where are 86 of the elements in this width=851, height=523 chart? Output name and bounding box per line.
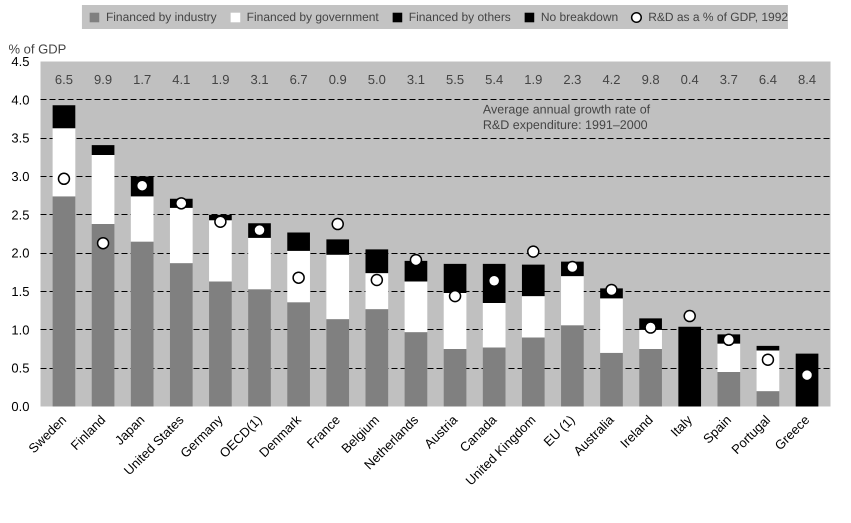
y-tick-label: 3.5 <box>11 130 30 146</box>
bar <box>92 145 114 156</box>
annotation: 6.7 <box>290 72 308 87</box>
bar <box>287 302 310 406</box>
legend-label: R&D as a % of GDP, 1992 <box>648 10 788 24</box>
annotation: 4.2 <box>602 72 621 87</box>
point <box>370 274 384 286</box>
bar <box>326 239 350 255</box>
point <box>410 254 422 266</box>
legend-label: Financed by industry <box>106 10 217 24</box>
y-tick-label: 3.0 <box>11 169 30 184</box>
bar <box>209 282 232 406</box>
bar <box>404 332 428 406</box>
y-tick-label: 1.5 <box>11 284 30 299</box>
bar <box>600 352 623 406</box>
bar <box>522 264 545 296</box>
point <box>96 236 110 250</box>
point <box>683 310 696 322</box>
annotation: 9.9 <box>94 72 112 87</box>
annotation: 6.4 <box>758 72 777 87</box>
y-tick-label: 0.0 <box>11 399 30 414</box>
bar <box>522 338 545 406</box>
bar <box>365 309 388 406</box>
bar <box>170 263 193 406</box>
bar <box>756 346 780 351</box>
annotation: 8.4 <box>798 72 816 87</box>
point <box>644 321 657 334</box>
annotation: 3.1 <box>250 72 269 87</box>
annotation: 0.9 <box>328 72 347 87</box>
bar <box>52 105 76 128</box>
bar <box>52 196 76 406</box>
y-tick-label: 4.0 <box>11 92 30 108</box>
annotation: 9.8 <box>642 72 660 87</box>
bar <box>756 391 780 406</box>
point <box>448 290 462 302</box>
bar <box>482 347 506 406</box>
annotation: 3.7 <box>720 72 738 87</box>
y-tick-label: 2.0 <box>11 246 30 261</box>
y-tick-label: 1.0 <box>11 322 30 338</box>
bar <box>130 242 154 406</box>
point <box>331 218 344 230</box>
bar <box>404 282 428 332</box>
bar <box>756 350 780 392</box>
bar <box>444 349 466 406</box>
bar <box>639 349 662 406</box>
x-tick-label: Italy <box>668 412 696 440</box>
bar <box>326 254 350 320</box>
bar <box>522 296 545 338</box>
annotation: 1.9 <box>524 72 542 87</box>
annotation: 1.9 <box>211 72 230 87</box>
point <box>722 334 736 346</box>
annotation: 5.4 <box>485 72 504 87</box>
annotation: 4.1 <box>172 72 190 87</box>
bar <box>130 196 154 242</box>
point <box>527 245 540 258</box>
annotation: 6.5 <box>54 72 74 87</box>
legend-label: No breakdown <box>540 10 618 24</box>
annotation: 3.1 <box>406 72 425 87</box>
y-tick-label: 2.5 <box>11 207 30 222</box>
y-axis-title: % of GDP <box>8 42 66 56</box>
annotation: 5.5 <box>446 72 464 87</box>
bar <box>717 372 740 406</box>
bar <box>248 289 271 406</box>
y-tick-label: 4.5 <box>11 54 30 69</box>
point <box>762 353 774 366</box>
bar <box>92 155 114 224</box>
bar <box>326 319 350 406</box>
legend-label: Financed by others <box>408 10 511 24</box>
bar <box>561 276 584 326</box>
legend-label: Financed by government <box>246 10 379 24</box>
annotation: 5.0 <box>368 72 386 87</box>
bar <box>92 224 114 406</box>
bar <box>600 298 623 353</box>
annotation: 2.3 <box>563 72 582 87</box>
bar <box>561 325 584 406</box>
y-tick-label: 0.5 <box>11 360 30 376</box>
annotation: 1.7 <box>133 72 152 87</box>
annotation: Average annual growth rate of R&D expenditure: 1991–2000 <box>482 102 651 132</box>
bar <box>287 250 310 302</box>
point <box>800 368 814 382</box>
point <box>58 172 70 186</box>
annotation: 0.4 <box>680 72 699 87</box>
bar <box>52 128 76 196</box>
point <box>605 284 618 296</box>
bar <box>287 232 310 251</box>
bar <box>482 303 506 348</box>
